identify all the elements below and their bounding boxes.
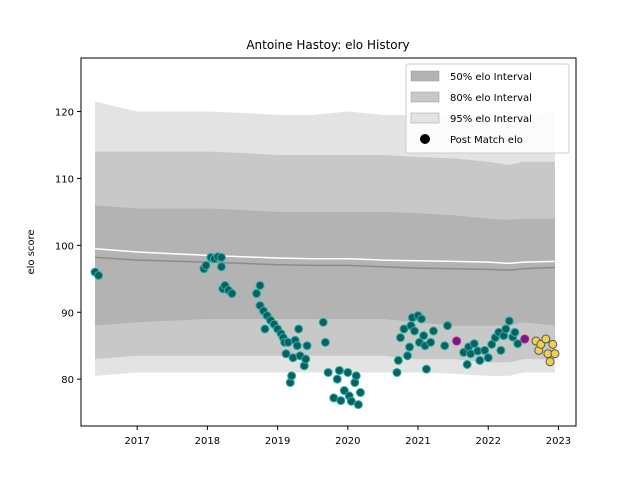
post-match-elo-point — [227, 289, 237, 299]
legend-swatch — [410, 91, 440, 103]
y-tick-label: 90 — [61, 308, 74, 319]
y-tick-label: 110 — [55, 174, 74, 185]
highlight-elo-point — [452, 336, 462, 346]
post-match-elo-point — [421, 364, 431, 374]
post-match-elo-point — [94, 270, 104, 280]
post-match-elo-point — [392, 367, 402, 377]
chart-title: Antoine Hastoy: elo History — [246, 38, 409, 52]
post-match-elo-point — [301, 354, 311, 364]
post-match-elo-point — [343, 367, 353, 377]
y-tick-label: 100 — [55, 241, 74, 252]
x-tick-label: 2023 — [546, 436, 571, 447]
post-match-elo-point — [513, 339, 523, 349]
post-match-elo-point — [294, 324, 304, 334]
post-match-elo-point — [440, 341, 450, 351]
post-match-elo-point — [395, 333, 405, 343]
post-match-elo-point — [399, 324, 409, 334]
x-tick-label: 2019 — [265, 436, 290, 447]
y-axis-label: elo score — [26, 229, 37, 274]
x-tick-label: 2020 — [335, 436, 360, 447]
post-match-elo-point — [201, 260, 211, 270]
x-tick-label: 2021 — [405, 436, 430, 447]
post-match-elo-point — [355, 388, 365, 398]
post-match-elo-point — [252, 289, 262, 299]
post-match-elo-point — [504, 316, 514, 326]
recent-elo-point — [548, 339, 558, 349]
post-match-elo-point — [410, 326, 420, 336]
post-match-elo-point — [496, 345, 506, 355]
post-match-elo-point — [302, 341, 312, 351]
legend: 50% elo Interval 80% elo Interval 95% elo … — [405, 63, 570, 154]
post-match-elo-point — [346, 396, 356, 406]
y-tick-label: 80 — [61, 375, 74, 386]
post-match-elo-point — [405, 342, 415, 352]
legend-marker — [420, 134, 430, 144]
x-tick-label: 2022 — [476, 436, 501, 447]
post-match-elo-point — [281, 349, 291, 359]
legend-box — [405, 63, 570, 154]
post-match-elo-point — [292, 341, 302, 351]
post-match-elo-point — [332, 374, 342, 384]
legend-swatch — [410, 70, 440, 82]
axes: 2017 2018 2019 2020 2021 2022 2023 80 90 100 110 12… — [55, 57, 577, 447]
legend-label: Post Match elo — [450, 135, 523, 146]
post-match-elo-point — [417, 314, 427, 324]
x-tick-label: 2018 — [195, 436, 220, 447]
post-match-elo-point — [480, 345, 490, 355]
post-match-elo-point — [426, 337, 436, 347]
post-match-elo-point — [336, 396, 346, 406]
post-match-elo-point — [510, 327, 520, 337]
x-tick-label: 2017 — [124, 436, 149, 447]
post-match-elo-point — [443, 321, 453, 331]
post-match-elo-point — [402, 351, 412, 361]
post-match-elo-point — [216, 262, 226, 272]
post-match-elo-point — [419, 331, 429, 341]
post-match-elo-point — [216, 252, 226, 262]
axes-frame — [80, 57, 577, 427]
post-match-elo-point — [428, 326, 438, 336]
post-match-elo-point — [501, 324, 511, 334]
post-match-elo-point — [351, 371, 361, 381]
post-match-elo-point — [353, 400, 363, 410]
post-match-elo-point — [318, 317, 328, 327]
post-match-elo-point — [287, 371, 297, 381]
legend-label: 80% elo Interval — [450, 93, 532, 104]
post-match-elo-point — [260, 324, 270, 334]
highlight-elo-point — [520, 334, 530, 344]
legend-swatch — [410, 112, 440, 124]
post-match-elo-point — [483, 353, 493, 363]
post-match-elo-point — [475, 355, 485, 365]
plot-area — [90, 101, 560, 410]
post-match-elo-point — [255, 280, 265, 290]
y-tick-label: 120 — [55, 108, 74, 119]
post-match-elo-point — [393, 355, 403, 365]
post-match-elo-point — [334, 365, 344, 375]
post-match-elo-point — [323, 367, 333, 377]
legend-label: 95% elo Interval — [450, 114, 532, 125]
post-match-elo-point — [320, 337, 330, 347]
legend-label: 50% elo Interval — [450, 72, 532, 83]
recent-elo-point — [545, 357, 555, 367]
post-match-elo-point — [462, 359, 472, 369]
post-match-elo-point — [469, 339, 479, 349]
recent-elo-point — [550, 349, 560, 359]
recent-elo-point — [541, 334, 551, 344]
